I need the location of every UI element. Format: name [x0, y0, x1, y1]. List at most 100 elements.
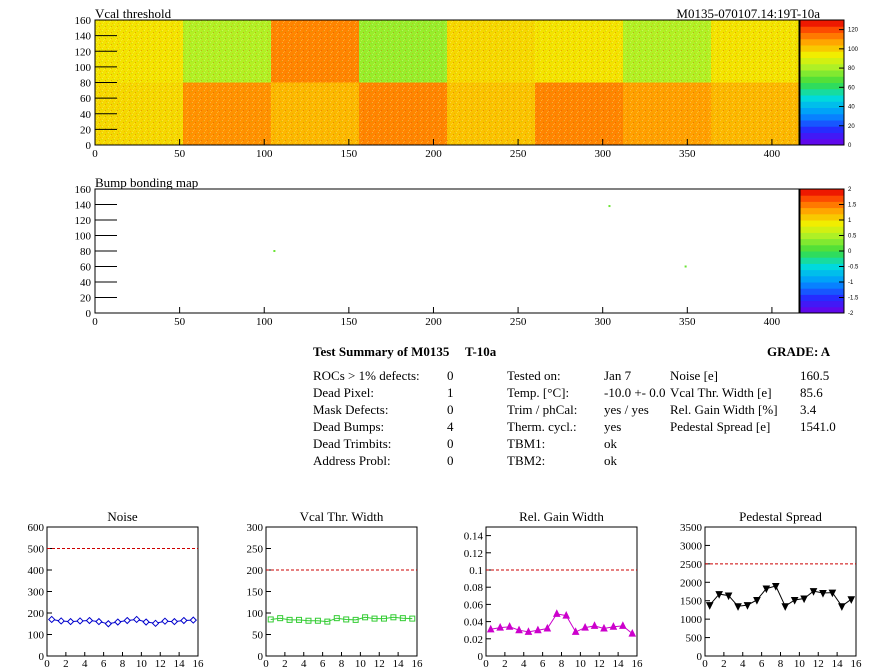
y-tick-label: 200 — [28, 608, 45, 620]
data-point — [324, 618, 331, 625]
palette-tick-label: 0.5 — [848, 234, 857, 240]
bump-defect-pixel — [608, 205, 611, 208]
y-tick-label: 40 — [80, 109, 92, 121]
x-tick-label: 6 — [759, 658, 765, 670]
x-tick-label: 16 — [632, 658, 644, 670]
y-tick-label: 60 — [80, 93, 92, 105]
palette-tick-label: -2 — [848, 311, 854, 317]
x-tick-label: 12 — [813, 658, 824, 670]
summary-value: 0 — [447, 402, 454, 417]
y-tick-label: 200 — [247, 565, 264, 577]
roc-block-texture — [359, 20, 447, 83]
roc-block-texture — [271, 20, 359, 83]
x-tick-label: 0 — [702, 658, 708, 670]
summary-label: Rel. Gain Width [%] — [670, 402, 778, 417]
palette-cell — [800, 20, 844, 27]
data-point — [562, 610, 571, 619]
x-tick-label: 0 — [263, 658, 269, 670]
data-point — [170, 617, 179, 626]
summary-value: 85.6 — [800, 385, 823, 400]
summary-value: Jan 7 — [604, 368, 632, 383]
palette-cell — [800, 282, 844, 289]
summary-label: Dead Trimbits: — [313, 436, 392, 451]
palette-cell — [800, 138, 844, 146]
roc-block-texture — [535, 82, 623, 145]
summary-label: Mask Defects: — [313, 402, 389, 417]
y-tick-label: 0 — [86, 140, 92, 152]
x-tick-label: 12 — [155, 658, 166, 670]
palette-cell — [800, 51, 844, 58]
data-point — [524, 627, 533, 635]
x-tick-label: 200 — [425, 316, 442, 328]
data-point — [724, 592, 733, 601]
data-point — [114, 618, 122, 626]
x-tick-label: 350 — [679, 316, 696, 328]
palette-cell — [800, 207, 844, 215]
palette-cell — [800, 238, 844, 246]
data-point — [809, 588, 818, 596]
palette-tick-label: 0 — [848, 143, 852, 149]
palette-cell — [800, 63, 844, 71]
x-tick-label: 100 — [256, 148, 273, 160]
data-point — [296, 616, 303, 623]
y-tick-label: 0.02 — [464, 634, 483, 646]
data-point — [314, 617, 321, 624]
series-line — [51, 618, 194, 625]
vcal-threshold-heatmap: 0 50 100 150 200 250 300 350 4000204060801001201… — [75, 15, 859, 160]
data-point — [123, 616, 131, 625]
summary-value: 0 — [447, 436, 454, 451]
summary-value: 0 — [447, 453, 454, 468]
module-id-label: M0135-070107.14:19T-10a — [676, 6, 820, 21]
palette-cell — [800, 232, 844, 240]
palette-cell — [800, 226, 844, 233]
data-point — [486, 624, 495, 633]
data-point — [838, 603, 846, 611]
summary-value: 1541.0 — [800, 419, 836, 434]
y-tick-label: 3000 — [680, 540, 703, 552]
y-tick-label: 0 — [697, 651, 703, 663]
summary-label: Noise [e] — [670, 368, 719, 383]
data-point — [390, 614, 397, 621]
palette-cell — [800, 294, 844, 302]
palette-cell — [800, 82, 844, 90]
data-point — [781, 603, 790, 611]
palette-tick-label: 120 — [848, 28, 859, 34]
x-tick-label: 100 — [256, 316, 273, 328]
roc-block-texture — [711, 20, 799, 83]
data-point — [771, 582, 780, 591]
data-point — [628, 629, 637, 637]
y-tick-label: 50 — [252, 630, 264, 642]
x-tick-label: 4 — [521, 658, 527, 670]
summary-label: Temp. [°C]: — [507, 385, 570, 400]
data-point — [534, 625, 542, 634]
y-tick-label: 20 — [80, 293, 92, 305]
data-point — [600, 623, 608, 632]
summary-value: -10.0 +- 0.0 — [604, 385, 666, 400]
summary-value: 3.4 — [800, 402, 817, 417]
x-tick-label: 14 — [613, 658, 625, 670]
palette-cell — [800, 26, 844, 33]
y-tick-label: 500 — [28, 544, 45, 556]
mini-plot-title: Rel. Gain Width — [519, 509, 604, 524]
y-tick-label: 0.04 — [464, 617, 484, 629]
palette-tick-label: 1.5 — [848, 203, 857, 209]
data-point — [371, 615, 378, 622]
x-tick-label: 4 — [740, 658, 746, 670]
y-tick-label: 0 — [86, 308, 92, 320]
x-tick-label: 150 — [341, 316, 358, 328]
roc-block-texture — [623, 82, 711, 145]
palette-tick-label: 0 — [848, 249, 852, 255]
palette-cell — [800, 201, 844, 209]
x-tick-label: 6 — [101, 658, 107, 670]
data-point — [343, 616, 350, 623]
palette-cell — [800, 113, 844, 121]
data-point — [267, 616, 274, 623]
x-tick-label: 300 — [594, 148, 611, 160]
x-tick-label: 0 — [92, 148, 98, 160]
data-point — [552, 609, 561, 617]
data-point — [95, 617, 103, 626]
palette-tick-label: 1 — [848, 218, 852, 224]
summary-grade: GRADE: A — [767, 344, 831, 359]
